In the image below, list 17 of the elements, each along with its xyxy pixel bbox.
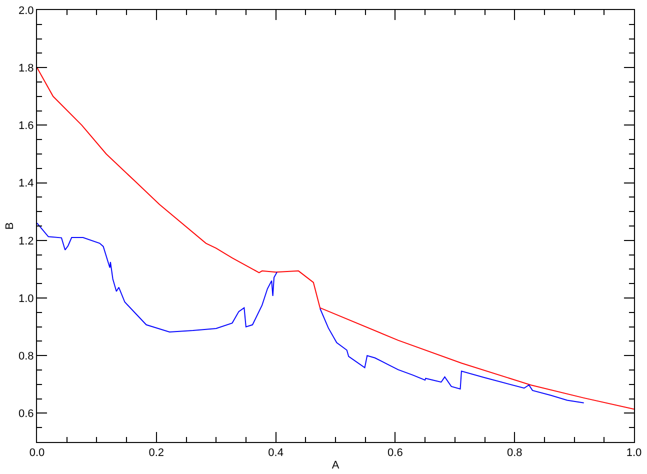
y-axis-title: B [4,222,16,230]
y-tick-label: 1.2 [18,235,34,248]
y-tick-label: 1.4 [18,178,34,190]
y-tick-label: 1.6 [18,120,34,132]
y-tick-label: 1.0 [18,292,34,305]
line-series [37,67,634,410]
x-tick-label: 0.6 [388,447,403,460]
x-tick-label: 0.0 [29,447,45,460]
y-tick-label: 1.8 [18,62,34,74]
x-tick-label: 0.4 [268,447,284,460]
x-axis-title: A [332,459,340,472]
x-tick-label: 0.2 [148,447,164,460]
y-tick-label: 0.6 [18,408,34,420]
y-tick-label: 0.8 [18,350,34,362]
x-tick-label: 0.8 [506,447,522,460]
x-tick-label: 1.0 [626,447,642,460]
y-tick-label: 2.0 [18,4,34,17]
